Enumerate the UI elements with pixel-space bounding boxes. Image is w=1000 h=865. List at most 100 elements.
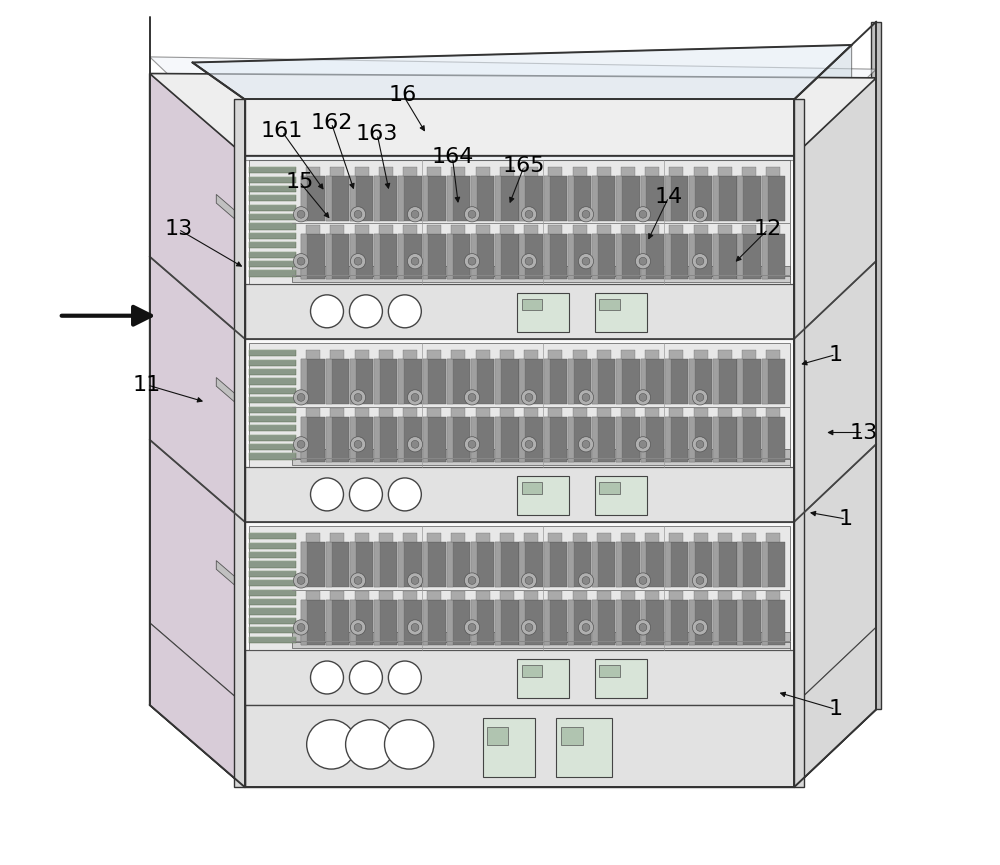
Polygon shape [249, 627, 296, 633]
Polygon shape [689, 176, 712, 221]
Polygon shape [447, 541, 453, 586]
Circle shape [639, 257, 647, 265]
Polygon shape [292, 449, 790, 459]
Polygon shape [592, 417, 615, 462]
Polygon shape [216, 377, 245, 411]
Circle shape [349, 478, 382, 511]
Polygon shape [713, 417, 719, 462]
Polygon shape [292, 456, 790, 465]
Circle shape [521, 437, 537, 452]
Polygon shape [451, 533, 465, 541]
Circle shape [582, 577, 590, 585]
Polygon shape [301, 417, 307, 462]
Polygon shape [301, 359, 325, 404]
Polygon shape [519, 359, 543, 404]
Polygon shape [766, 166, 780, 176]
Polygon shape [350, 176, 373, 221]
Text: 13: 13 [164, 219, 192, 240]
Polygon shape [471, 359, 477, 404]
Polygon shape [350, 417, 356, 462]
Polygon shape [592, 541, 598, 586]
Polygon shape [544, 234, 550, 279]
Polygon shape [476, 533, 490, 541]
Circle shape [521, 253, 537, 269]
Circle shape [297, 577, 305, 585]
Circle shape [639, 440, 647, 448]
Circle shape [293, 253, 309, 269]
Polygon shape [737, 234, 743, 279]
Polygon shape [665, 359, 688, 404]
Polygon shape [544, 417, 550, 462]
Polygon shape [689, 541, 695, 586]
Polygon shape [398, 541, 422, 586]
Polygon shape [762, 417, 768, 462]
Circle shape [696, 624, 704, 631]
Polygon shape [544, 541, 567, 586]
Polygon shape [447, 600, 470, 645]
Polygon shape [500, 349, 514, 359]
Polygon shape [713, 541, 737, 586]
Polygon shape [713, 176, 737, 221]
Polygon shape [451, 349, 465, 359]
Polygon shape [249, 214, 296, 221]
Polygon shape [737, 359, 743, 404]
Polygon shape [641, 234, 664, 279]
Text: 161: 161 [261, 121, 303, 142]
Polygon shape [766, 225, 780, 234]
Polygon shape [330, 533, 344, 541]
Polygon shape [301, 359, 307, 404]
Polygon shape [592, 600, 615, 645]
Polygon shape [694, 408, 708, 417]
Polygon shape [592, 176, 598, 221]
Polygon shape [403, 533, 417, 541]
Polygon shape [495, 417, 519, 462]
Polygon shape [713, 359, 719, 404]
Circle shape [525, 440, 533, 448]
Circle shape [354, 577, 362, 585]
Polygon shape [398, 359, 404, 404]
Polygon shape [737, 176, 743, 221]
Polygon shape [519, 417, 525, 462]
Polygon shape [689, 417, 712, 462]
Circle shape [350, 620, 366, 635]
Polygon shape [621, 349, 635, 359]
Polygon shape [249, 242, 296, 248]
Circle shape [407, 437, 423, 452]
Bar [522, 482, 542, 494]
Circle shape [692, 253, 708, 269]
Polygon shape [306, 349, 320, 359]
Circle shape [692, 573, 708, 588]
Polygon shape [544, 176, 567, 221]
Polygon shape [471, 176, 494, 221]
Polygon shape [568, 417, 591, 462]
Circle shape [578, 207, 594, 222]
Circle shape [388, 478, 421, 511]
Circle shape [635, 437, 651, 452]
Polygon shape [519, 541, 525, 586]
Circle shape [411, 577, 419, 585]
Polygon shape [350, 234, 356, 279]
Polygon shape [544, 600, 550, 645]
Polygon shape [694, 166, 708, 176]
Polygon shape [249, 526, 790, 650]
Polygon shape [694, 349, 708, 359]
Circle shape [354, 394, 362, 401]
Bar [522, 298, 542, 311]
Polygon shape [519, 541, 543, 586]
Polygon shape [451, 225, 465, 234]
Circle shape [468, 257, 476, 265]
Polygon shape [766, 533, 780, 541]
Circle shape [521, 390, 537, 405]
Polygon shape [249, 350, 296, 356]
Polygon shape [737, 359, 761, 404]
Polygon shape [645, 408, 659, 417]
Polygon shape [519, 234, 543, 279]
Polygon shape [306, 591, 320, 600]
Polygon shape [249, 167, 296, 173]
Circle shape [578, 620, 594, 635]
Polygon shape [597, 166, 611, 176]
Bar [556, 718, 612, 778]
Polygon shape [403, 408, 417, 417]
Polygon shape [694, 591, 708, 600]
Polygon shape [766, 349, 780, 359]
